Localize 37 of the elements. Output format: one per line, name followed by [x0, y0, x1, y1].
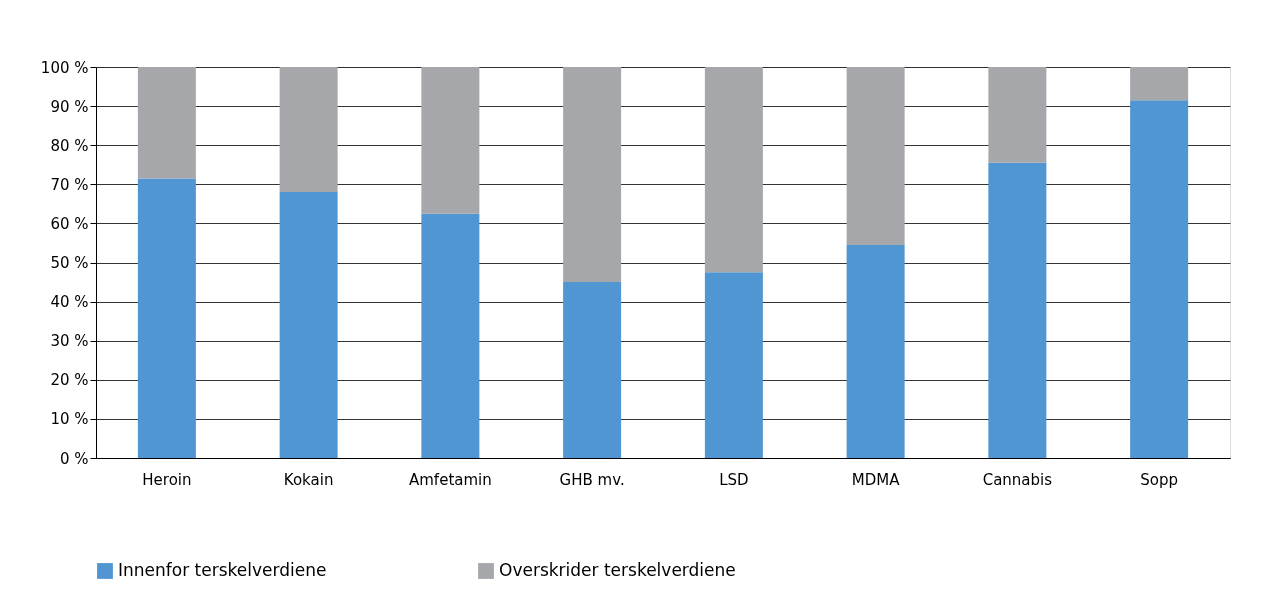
bar: [1130, 100, 1189, 458]
legend-label: Overskrider terskelverdiene: [499, 560, 736, 580]
bar: [1130, 67, 1189, 101]
y-tick-label: 0 %: [59, 449, 89, 468]
x-tick-label: Heroin: [142, 470, 192, 489]
bar: [421, 67, 480, 214]
bar: [421, 213, 480, 458]
legend-label: Innenfor terskelverdiene: [118, 560, 327, 580]
y-tick-label: 70 %: [50, 175, 89, 194]
bar: [137, 67, 196, 179]
bar: [704, 67, 763, 273]
y-tick-label: 10 %: [50, 410, 89, 429]
bar: [988, 162, 1047, 458]
y-tick-label: 60 %: [50, 214, 89, 233]
bar: [846, 244, 905, 458]
bar: [704, 272, 763, 458]
y-tick-label: 100 %: [40, 58, 89, 77]
y-tick-label: 90 %: [50, 97, 89, 116]
x-tick-label: LSD: [719, 470, 749, 489]
bar: [563, 67, 622, 283]
y-tick-label: 50 %: [50, 254, 89, 272]
bar: [279, 67, 338, 193]
x-tick-label: Kokain: [283, 470, 334, 489]
x-tick-label: MDMA: [851, 470, 901, 489]
bar: [988, 67, 1047, 163]
y-tick-label: 80 %: [50, 136, 89, 155]
x-tick-label: Cannabis: [982, 470, 1053, 489]
x-tick-label: Sopp: [1140, 470, 1178, 489]
bar: [563, 282, 622, 458]
bar: [279, 192, 338, 458]
bar: [846, 67, 905, 245]
y-tick-label: 40 %: [50, 293, 89, 312]
x-tick-label: Amfetamin: [409, 470, 492, 489]
y-tick-label: 30 %: [50, 332, 89, 351]
y-tick-label: 20 %: [50, 371, 89, 390]
x-tick-label: GHB mv.: [559, 470, 625, 489]
bar: [137, 178, 196, 458]
